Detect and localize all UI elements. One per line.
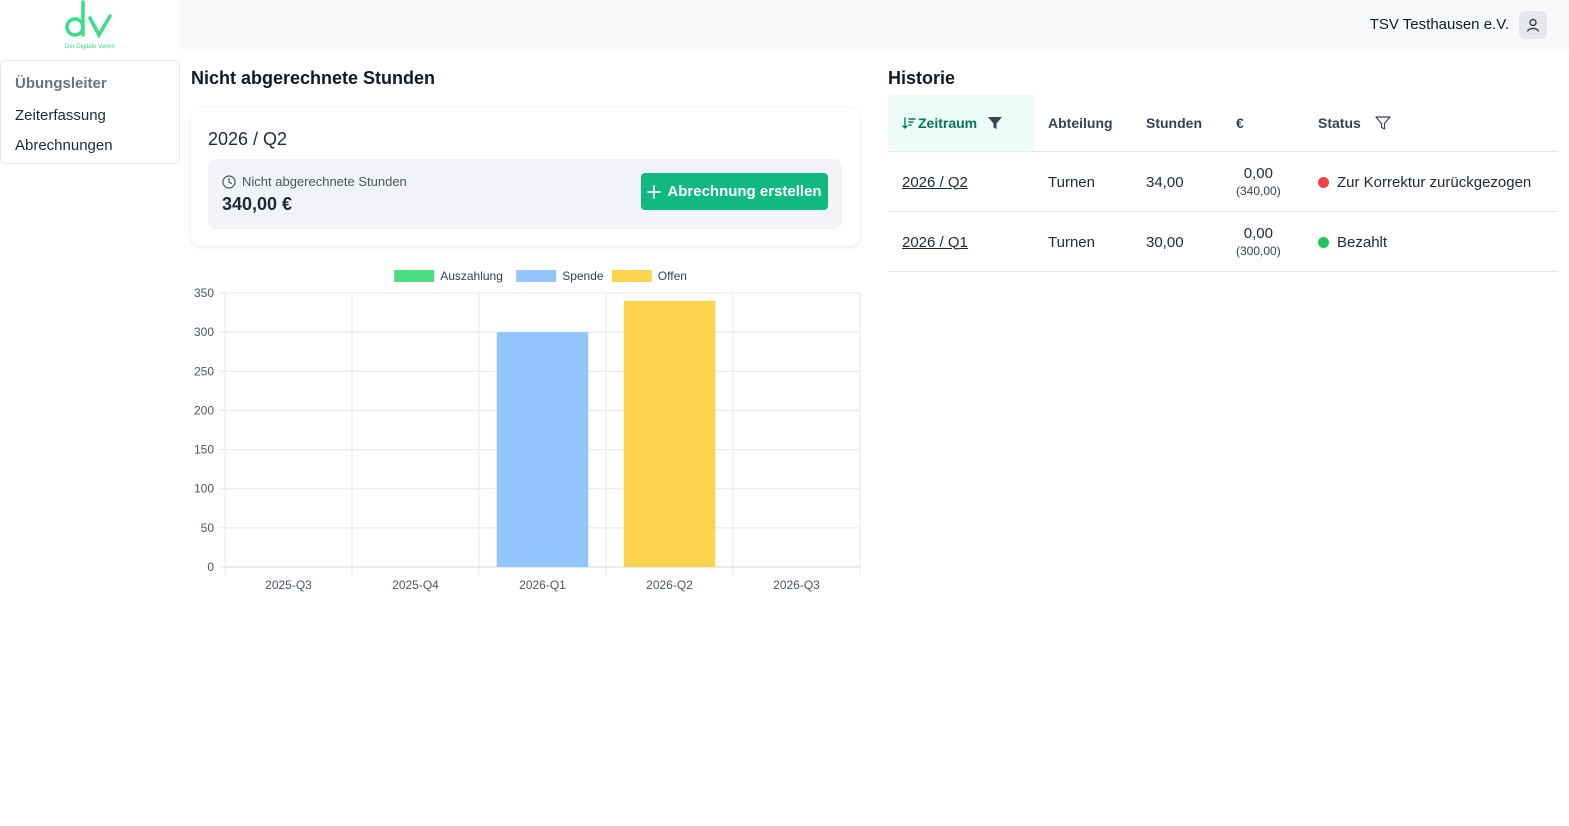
filter-active-icon[interactable] [987, 115, 1003, 131]
plus-icon [647, 184, 662, 199]
department-cell: Turnen [1048, 173, 1095, 191]
x-tick-label: 2025-Q4 [392, 578, 439, 592]
y-tick-label: 150 [194, 443, 214, 457]
column-header-department[interactable]: Abteilung [1048, 115, 1113, 131]
period-link[interactable]: 2026 / Q2 [902, 173, 968, 191]
column-header-amount[interactable]: € [1236, 115, 1244, 131]
legend-label-spende: Spende [562, 269, 604, 283]
sidebar-nav: Übungsleiter Zeiterfassung Abrechnungen [0, 60, 180, 164]
y-tick-label: 300 [194, 325, 214, 339]
status-label: Zur Korrektur zurückgezogen [1337, 173, 1532, 191]
legend-swatch-offen [611, 270, 652, 282]
user-menu-button[interactable] [1519, 11, 1547, 39]
legend-label-offen: Offen [658, 269, 687, 283]
sidebar-item-abrechnungen[interactable]: Abrechnungen [15, 137, 113, 154]
bar-offen-2026-Q2 [623, 300, 716, 567]
y-tick-label: 0 [207, 560, 214, 574]
history-title: Historie [888, 68, 956, 88]
filter-icon[interactable] [1375, 115, 1391, 131]
y-tick-label: 100 [194, 482, 214, 496]
amount-sub-value: (340,00) [1236, 183, 1281, 198]
table-header: Zeitraum Abteilung Stunden € Status [888, 95, 1558, 152]
table-row: 2026 / Q1 Turnen 30,00 0,00 (300,00) Bez… [888, 212, 1558, 272]
user-icon [1526, 18, 1540, 32]
brand-tagline: Der Digitale Verein [65, 44, 115, 50]
unbilled-label: Nicht abgerechnete Stunden [242, 174, 407, 189]
unbilled-card: 2026 / Q2 Nicht abgerechnete Stunden 340… [191, 108, 860, 246]
bar-spende-2026-Q1 [496, 332, 589, 567]
sort-desc-icon[interactable] [902, 116, 916, 130]
column-header-hours[interactable]: Stunden [1146, 115, 1202, 131]
brand-logo: Der Digitale Verein [65, 0, 115, 50]
sidebar-heading[interactable]: Übungsleiter [15, 75, 107, 92]
hours-cell: 34,00 [1146, 173, 1184, 191]
table-row: 2026 / Q2 Turnen 34,00 0,00 (340,00) Zur… [888, 152, 1558, 212]
amount-sub-value: (300,00) [1236, 243, 1281, 258]
column-header-period[interactable]: Zeitraum [888, 95, 1034, 151]
amount-cell: 0,00 (300,00) [1236, 212, 1281, 272]
amount-value: 0,00 [1243, 165, 1273, 183]
x-tick-label: 2026-Q2 [646, 578, 693, 592]
legend-swatch-spende [516, 270, 557, 282]
status-dot-green [1318, 236, 1329, 248]
y-tick-label: 250 [194, 364, 214, 378]
y-tick-label: 200 [194, 403, 214, 417]
y-tick-label: 50 [201, 521, 215, 535]
column-label-status: Status [1318, 115, 1361, 131]
amount-cell: 0,00 (340,00) [1236, 152, 1281, 212]
hours-chart: 0 50 100 150 200 250 300 350 2025-Q3 2025-Q4 2026-… [194, 269, 861, 592]
create-settlement-button[interactable]: Abrechnung erstellen [641, 173, 828, 210]
create-settlement-label: Abrechnung erstellen [667, 183, 822, 200]
x-tick-label: 2026-Q3 [773, 578, 820, 592]
history-table: Zeitraum Abteilung Stunden € Status 2026… [888, 95, 1558, 272]
sidebar-item-zeiterfassung[interactable]: Zeiterfassung [15, 107, 106, 124]
amount-value: 0,00 [1243, 225, 1273, 243]
unbilled-amount: 340,00 € [222, 194, 293, 214]
column-label-period: Zeitraum [918, 115, 978, 131]
y-tick-label: 350 [194, 286, 214, 300]
legend-label-auszahlung: Auszahlung [440, 269, 503, 283]
unbilled-section-title: Nicht abgerechnete Stunden [191, 68, 436, 88]
clock-icon [222, 174, 236, 189]
app-logo[interactable]: Der Digitale Verein [0, 0, 180, 52]
period-link[interactable]: 2026 / Q1 [902, 233, 968, 251]
column-header-status[interactable]: Status [1318, 95, 1391, 151]
unbilled-summary: Nicht abgerechnete Stunden 340,00 € Abre… [208, 159, 842, 229]
status-dot-red [1318, 176, 1329, 188]
x-tick-label: 2026-Q1 [519, 578, 566, 592]
hours-cell: 30,00 [1146, 233, 1184, 251]
department-cell: Turnen [1048, 233, 1095, 251]
card-period: 2026 / Q2 [208, 129, 288, 149]
legend-swatch-auszahlung [394, 270, 435, 282]
status-cell: Bezahlt [1318, 212, 1387, 272]
unbilled-label-row: Nicht abgerechnete Stunden [222, 174, 407, 189]
org-name: TSV Testhausen e.V. [1369, 16, 1509, 33]
status-cell: Zur Korrektur zurückgezogen [1318, 152, 1531, 212]
status-label: Bezahlt [1337, 233, 1388, 251]
x-tick-label: 2025-Q3 [265, 578, 312, 592]
top-bar: TSV Testhausen e.V. [180, 0, 1569, 49]
